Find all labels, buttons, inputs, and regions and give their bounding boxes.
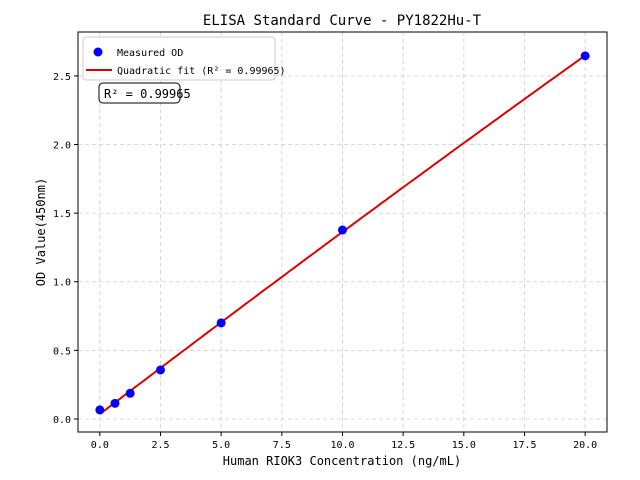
legend: Measured OD Quadratic fit (R² = 0.99965) bbox=[82, 36, 286, 81]
x-tick-label: 2.5 bbox=[151, 440, 169, 451]
y-tick-label: 1.0 bbox=[53, 278, 71, 289]
y-axis-label: OD Value(450nm) bbox=[34, 178, 48, 286]
ticks: 0.0 2.5 5.0 7.5 10.0 12.5 15.0 17.5 20.0 0.0 0.5 1.… bbox=[53, 72, 597, 451]
y-tick-label: 0.5 bbox=[53, 346, 71, 357]
x-tick-label: 0.0 bbox=[91, 440, 109, 451]
y-tick-label: 0.0 bbox=[53, 415, 71, 426]
y-tick-label: 1.5 bbox=[53, 209, 71, 220]
data-point bbox=[338, 225, 347, 235]
data-point bbox=[216, 318, 226, 328]
x-tick-label: 17.5 bbox=[512, 440, 536, 451]
data-point bbox=[125, 388, 135, 398]
legend-label-measured: Measured OD bbox=[117, 48, 183, 59]
x-tick-label: 20.0 bbox=[573, 440, 597, 451]
data-point bbox=[95, 405, 105, 415]
legend-label-fit: Quadratic fit (R² = 0.99965) bbox=[117, 66, 286, 77]
data-point bbox=[110, 398, 120, 408]
points-layer bbox=[95, 51, 590, 415]
x-tick-label: 12.5 bbox=[391, 440, 415, 451]
legend-marker-measured bbox=[93, 47, 103, 57]
x-tick-label: 15.0 bbox=[452, 440, 476, 451]
x-tick-label: 10.0 bbox=[330, 440, 354, 451]
legend-box bbox=[82, 36, 276, 81]
data-point bbox=[156, 365, 166, 375]
x-tick-label: 5.0 bbox=[212, 440, 230, 451]
y-tick-label: 2.5 bbox=[53, 72, 71, 83]
y-tick-label: 2.0 bbox=[53, 141, 71, 152]
x-tick-label: 7.5 bbox=[273, 440, 291, 451]
data-point bbox=[580, 51, 590, 61]
chart-title: ELISA Standard Curve - PY1822Hu-T bbox=[203, 13, 482, 29]
r2-annotation-box bbox=[98, 82, 181, 104]
x-axis-label: Human RIOK3 Concentration (ng/mL) bbox=[223, 454, 461, 468]
r2-annotation: R² = 0.99965 bbox=[104, 87, 191, 101]
